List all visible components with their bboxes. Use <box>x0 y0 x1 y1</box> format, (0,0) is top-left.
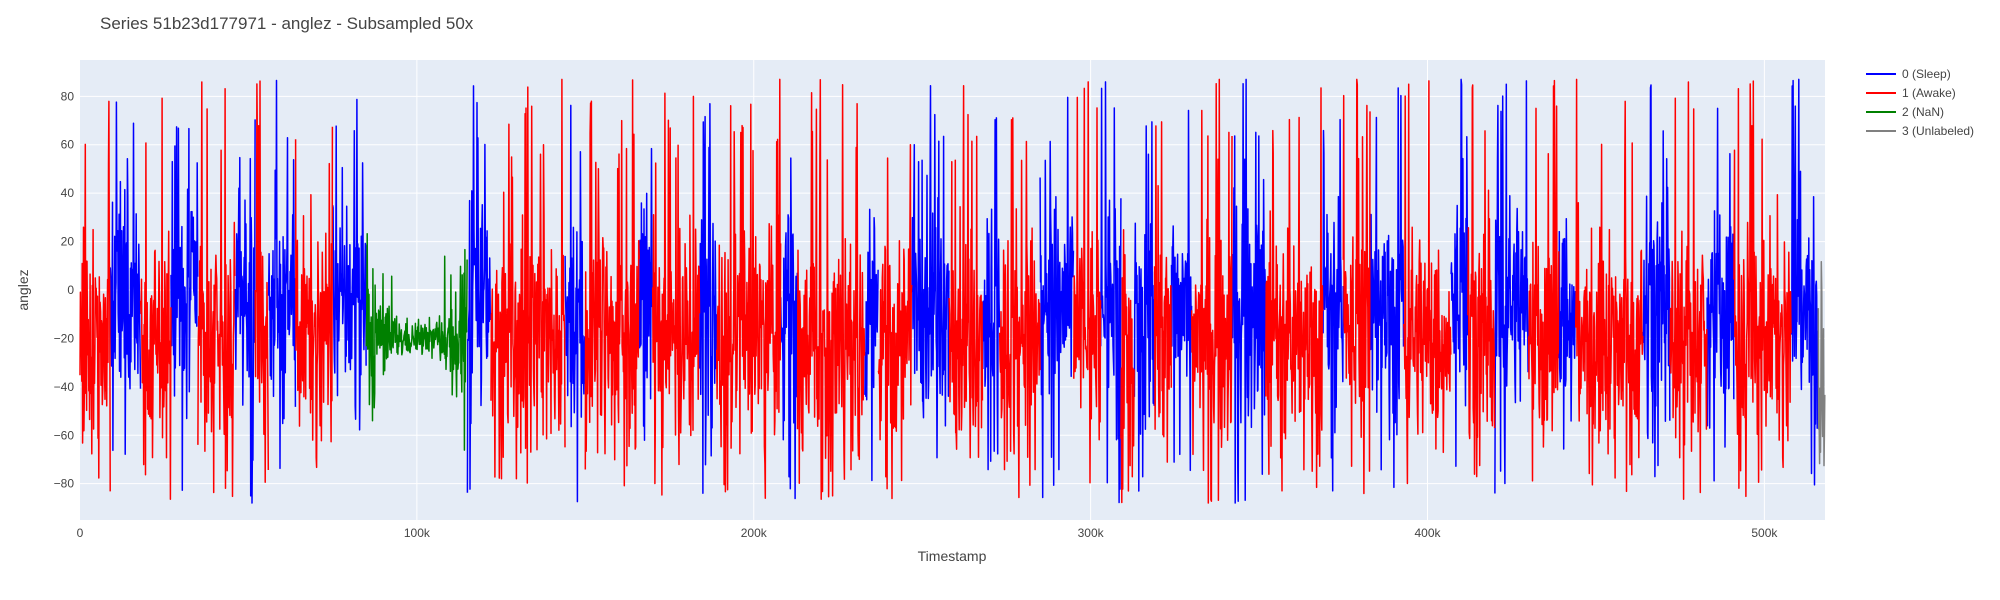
y-tick-label: −80 <box>54 477 75 491</box>
x-tick-label: 200k <box>741 526 768 540</box>
x-tick-label: 300k <box>1078 526 1105 540</box>
y-tick-label: 20 <box>61 235 75 249</box>
legend-item[interactable]: 0 (Sleep) <box>1866 67 1951 81</box>
legend-item[interactable]: 2 (NaN) <box>1866 105 1944 119</box>
y-tick-label: 80 <box>61 89 75 103</box>
legend-label: 3 (Unlabeled) <box>1902 124 1974 138</box>
legend-label: 0 (Sleep) <box>1902 67 1951 81</box>
y-tick-label: 60 <box>61 138 75 152</box>
series-line <box>79 78 1792 504</box>
y-axis-ticks: −80 −60 −40 −20 0 20 40 60 80 <box>54 89 75 490</box>
legend-item[interactable]: 3 (Unlabeled) <box>1866 124 1974 138</box>
legend[interactable]: 0 (Sleep) 1 (Awake) 2 (NaN) 3 (Unlabeled) <box>1866 67 1974 138</box>
x-tick-label: 100k <box>404 526 431 540</box>
x-tick-label: 400k <box>1414 526 1441 540</box>
chart-title: Series 51b23d177971 - anglez - Subsample… <box>100 14 474 33</box>
y-tick-label: −60 <box>54 428 75 442</box>
y-tick-label: 40 <box>61 186 75 200</box>
series-lines <box>79 78 1826 504</box>
legend-label: 1 (Awake) <box>1902 86 1956 100</box>
x-tick-label: 0 <box>77 526 84 540</box>
y-axis-label: anglez <box>15 269 31 310</box>
legend-item[interactable]: 1 (Awake) <box>1866 86 1956 100</box>
legend-label: 2 (NaN) <box>1902 105 1944 119</box>
y-tick-label: −40 <box>54 380 75 394</box>
x-tick-label: 500k <box>1751 526 1778 540</box>
x-axis-label: Timestamp <box>918 548 987 564</box>
y-tick-label: −20 <box>54 331 75 345</box>
series-line <box>365 232 468 451</box>
x-axis-ticks: 0 100k 200k 300k 400k 500k <box>77 526 1779 540</box>
series-line <box>1817 260 1826 467</box>
series-line <box>109 78 1819 504</box>
y-tick-label: 0 <box>67 283 74 297</box>
